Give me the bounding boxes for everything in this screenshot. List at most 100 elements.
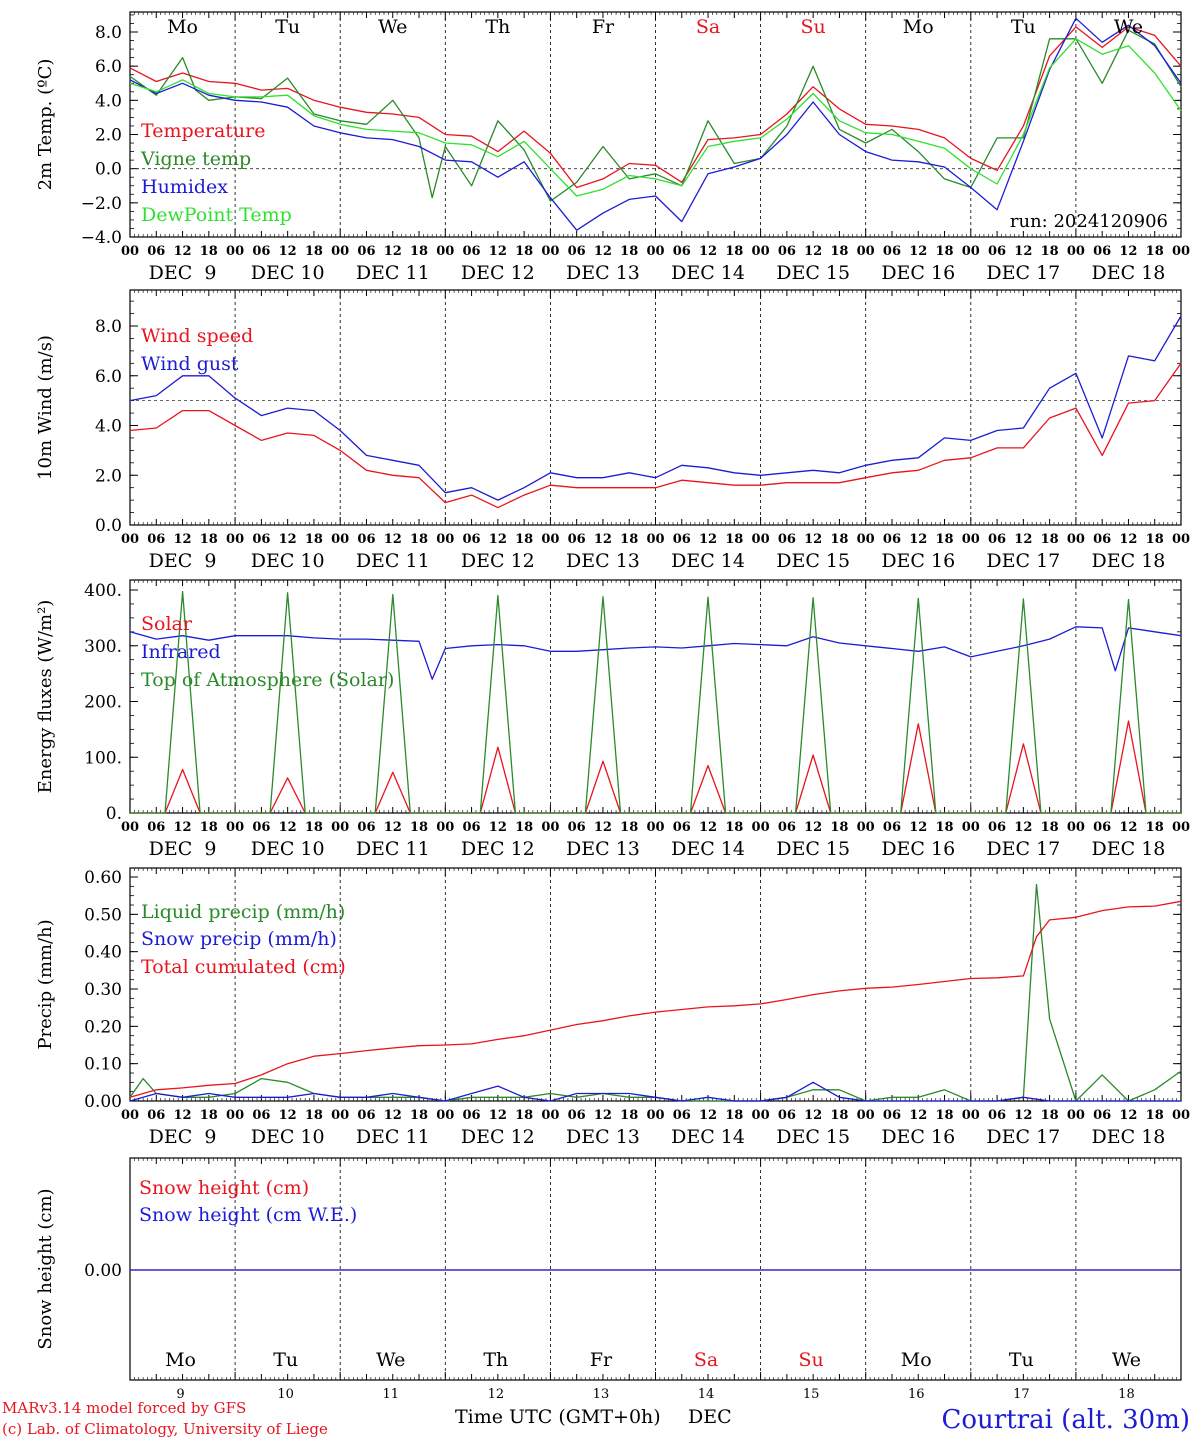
y-tick-label: 0.60 [84,868,122,888]
hour-tick-label: 00 [857,244,875,259]
hour-tick-label: 12 [699,1108,717,1123]
hour-tick-label: 18 [935,1108,953,1123]
hour-tick-label: 12 [1119,820,1137,835]
panel-temp: 8.0 6.0 4.0 2.0 0.0 −2.0 −4.0 2m Temp. (ºC) Temp… [35,11,1190,284]
hour-tick-label: 18 [305,820,323,835]
date-label: DEC 18 [1092,262,1166,284]
panel-snow: 0.00 Snow height (cm) Snow height (cm) Snow… [35,1157,1182,1381]
y-tick-label: 2.0 [95,126,122,146]
date-label: DEC 15 [776,1126,850,1148]
series-line-wind-speed [129,362,1182,509]
hour-tick-label: 00 [962,820,980,835]
day-name-top: Mo [167,16,198,38]
hour-tick-label: 12 [384,244,402,259]
series-line-wind-gust [129,315,1182,501]
hour-tick-label: 00 [962,532,980,547]
hour-tick-label: 06 [252,532,270,547]
y-tick-label: 0.20 [84,1017,122,1037]
hour-tick-label: 00 [226,532,244,547]
hour-tick-label: 00 [226,244,244,259]
date-label: DEC 16 [881,550,955,572]
model-credit: MARv3.14 model forced by GFS [2,1399,246,1417]
hour-tick-label: 06 [568,244,586,259]
date-label: DEC 17 [986,1126,1060,1148]
hour-tick-label: 00 [857,532,875,547]
date-label: DEC 13 [566,550,640,572]
date-label: DEC 12 [461,838,535,860]
date-label: DEC 11 [356,262,430,284]
y-tick-label: 0.50 [84,905,122,925]
date-label: DEC 10 [251,262,325,284]
date-label: DEC 11 [356,1126,430,1148]
day-number: 17 [1013,1387,1030,1402]
day-name-bottom: We [376,1349,405,1371]
y-axis-label: Energy fluxes (W/m²) [35,600,56,794]
hour-tick-label: 12 [1119,1108,1137,1123]
day-number: 15 [803,1387,820,1402]
hour-tick-label: 18 [200,532,218,547]
day-number: 12 [488,1387,505,1402]
time-axis-label: Time UTC (GMT+0h) [455,1406,661,1428]
day-name-bottom: Fr [590,1349,613,1371]
y-tick-label: 0.0 [95,160,122,180]
hour-tick-label: 00 [436,532,454,547]
hour-tick-label: 06 [988,820,1006,835]
hour-tick-label: 12 [699,820,717,835]
hour-tick-label: 06 [357,244,375,259]
day-name-bottom: Mo [165,1349,196,1371]
day-names-top: Mo Tu We Th Fr Sa Su Mo Tu We [167,16,1143,38]
legend-entry: Snow height (cm) [139,1177,309,1199]
panel-flux: 400. 300. 200. 100. 0. Energy fluxes (W/m²) So… [35,579,1190,860]
hour-tick-label: 18 [1146,244,1164,259]
footer: MARv3.14 model forced by GFS (c) Lab. of… [2,1399,1190,1438]
day-name-top: Fr [592,16,615,38]
day-name-top: Su [801,16,826,38]
hour-tick-label: 06 [147,532,165,547]
hour-tick-label: 06 [778,1108,796,1123]
hour-tick-label: 18 [410,1108,428,1123]
hour-tick-label: 18 [305,532,323,547]
hour-tick-label: 00 [436,244,454,259]
hour-tick-label: 12 [594,532,612,547]
hour-tick-label: 06 [1093,532,1111,547]
hour-tick-label: 00 [962,1108,980,1123]
hour-tick-label: 00 [121,532,139,547]
hour-tick-label: 18 [200,244,218,259]
hour-tick-label: 06 [463,1108,481,1123]
hour-tick-label: 18 [1041,820,1059,835]
y-tick-label: 4.0 [95,91,122,111]
hour-tick-label: 00 [752,532,770,547]
hour-tick-label: 12 [1014,1108,1032,1123]
hour-tick-label: 06 [778,532,796,547]
y-tick-label: 8.0 [95,317,122,337]
y-tick-label: 6.0 [95,57,122,77]
hour-tick-label: 06 [673,532,691,547]
hour-tick-label: 00 [331,820,349,835]
legend-entry: Snow height (cm W.E.) [139,1204,357,1226]
series-line-temperature [129,26,1182,189]
legend-entry: Wind gust [141,353,239,375]
day-name-bottom: We [1112,1349,1141,1371]
hour-tick-label: 12 [909,244,927,259]
date-label: DEC 12 [461,550,535,572]
hour-tick-label: 06 [463,532,481,547]
hour-tick-label: 00 [646,532,664,547]
hour-tick-label: 06 [357,532,375,547]
legend-entry: Total cumulated (cm) [141,956,346,978]
hour-tick-label: 18 [935,820,953,835]
hour-tick-label: 00 [1067,244,1085,259]
day-name-top: Tu [275,16,300,38]
hour-tick-label: 06 [568,532,586,547]
hour-tick-label: 12 [594,1108,612,1123]
y-axis-label: 2m Temp. (ºC) [35,59,56,191]
hour-tick-label: 00 [962,244,980,259]
day-name-top: We [1114,16,1143,38]
hour-tick-label: 00 [752,244,770,259]
date-label: DEC 18 [1092,550,1166,572]
hour-tick-label: 18 [725,532,743,547]
hour-tick-label: 12 [594,820,612,835]
date-label: DEC 9 [149,550,217,572]
hour-tick-label: 00 [121,1108,139,1123]
hour-tick-label: 00 [1172,1108,1190,1123]
hour-tick-label: 12 [384,1108,402,1123]
